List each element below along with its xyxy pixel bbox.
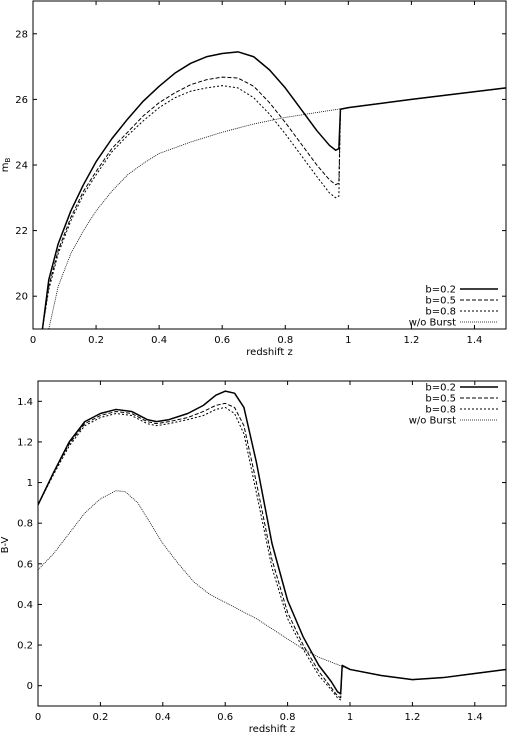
legend-label-1: b=0.2 xyxy=(425,285,456,296)
legend: b=0.2b=0.5b=0.8w/o Burst xyxy=(409,383,498,427)
series-line-4 xyxy=(38,490,506,680)
legend-label-3: b=0.8 xyxy=(425,307,456,318)
x-tick-label: 0 xyxy=(35,712,41,723)
chart-2: 0 0.2 0.4 0.6 0.8 1 1.2 1.4 0 0.2 0.4 0.6 0.8 1 1.2 1.4… xyxy=(0,380,507,735)
y-tick-label: 28 xyxy=(15,29,28,40)
series-group xyxy=(41,51,506,329)
x-tick-label: 0.6 xyxy=(217,712,233,723)
x-axis-label: redshift z xyxy=(246,347,292,358)
x-tick-label: 1 xyxy=(345,335,351,346)
x-tick-label: 0 xyxy=(30,335,36,346)
legend-label-2: b=0.5 xyxy=(425,394,456,405)
legend-label-4: w/o Burst xyxy=(409,416,456,427)
series-line-1 xyxy=(38,390,506,695)
series-line-3 xyxy=(41,85,506,329)
y-tick-label: 0.6 xyxy=(17,559,33,570)
series-group xyxy=(38,390,506,701)
chart-1: 0 0.2 0.4 0.6 0.8 1 1.2 1.4 20 22 24 26 28 redshift z… xyxy=(0,0,507,358)
y-tick-label: 1.4 xyxy=(17,397,33,408)
y-axis-label: B-V xyxy=(0,536,11,553)
x-tick-label: 1.4 xyxy=(467,335,483,346)
y-tick-label: 0 xyxy=(27,681,33,692)
x-tick-label: 0.8 xyxy=(280,712,296,723)
series-line-2 xyxy=(38,402,506,699)
y-tick-label: 0.4 xyxy=(17,600,33,611)
legend-label-1: b=0.2 xyxy=(425,383,456,394)
x-axis-label: redshift z xyxy=(249,724,295,735)
plot-frame xyxy=(37,380,507,707)
legend-label-3: b=0.8 xyxy=(425,405,456,416)
y-tick-label: 26 xyxy=(15,95,28,106)
y-tick-label: 20 xyxy=(15,292,28,303)
x-tick-label: 0.2 xyxy=(92,712,108,723)
y-tick-label: 1 xyxy=(27,478,33,489)
series-line-1 xyxy=(41,51,506,329)
plot-frame xyxy=(32,0,507,330)
x-tick-label: 1.2 xyxy=(404,712,420,723)
x-tick-label: 1 xyxy=(347,712,353,723)
y-tick-label: 0.8 xyxy=(17,519,33,530)
y-tick-label: 22 xyxy=(15,226,28,237)
x-tick-label: 1.4 xyxy=(467,712,483,723)
series-line-3 xyxy=(38,406,506,701)
x-tick-label: 0.4 xyxy=(155,712,171,723)
y-axis-label: mB xyxy=(0,158,12,173)
x-tick-label: 0.2 xyxy=(88,335,104,346)
x-tick-label: 0.6 xyxy=(214,335,230,346)
series-line-2 xyxy=(41,76,506,329)
legend: b=0.2b=0.5b=0.8w/o Burst xyxy=(409,285,498,329)
y-tick-label: 1.2 xyxy=(17,437,33,448)
y-tick-label: 0.2 xyxy=(17,641,33,652)
x-tick-label: 0.8 xyxy=(277,335,293,346)
series-line-4 xyxy=(48,87,506,329)
y-tick-label: 24 xyxy=(15,161,28,172)
x-tick-label: 0.4 xyxy=(151,335,167,346)
legend-label-4: w/o Burst xyxy=(409,318,456,329)
legend-label-2: b=0.5 xyxy=(425,296,456,307)
x-tick-label: 1.2 xyxy=(403,335,419,346)
